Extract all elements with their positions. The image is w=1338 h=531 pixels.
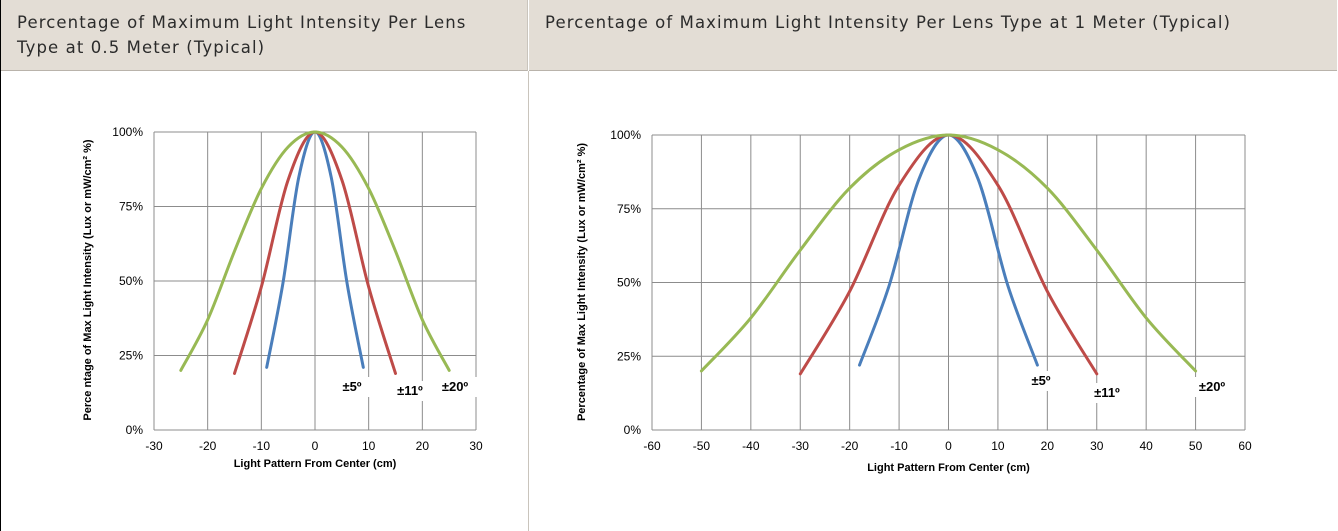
- x-tick-label: 30: [1090, 439, 1104, 453]
- y-tick-label: 50%: [119, 274, 143, 288]
- series-label: ±20º: [442, 379, 469, 394]
- series-label-bg: [1019, 371, 1063, 391]
- x-tick-label: 10: [362, 439, 376, 453]
- panel-header-right: Percentage of Maximum Light Intensity Pe…: [529, 0, 1337, 71]
- series-label: ±20º: [1199, 379, 1226, 394]
- series-label: ±11º: [1094, 385, 1120, 400]
- x-tick-label: -20: [199, 439, 217, 453]
- x-tick-label: -30: [792, 439, 810, 453]
- panel-title-left: Percentage of Maximum Light Intensity Pe…: [17, 13, 467, 57]
- x-tick-label: -10: [890, 439, 908, 453]
- series-label: ±11º: [397, 383, 423, 398]
- x-tick-label: 30: [469, 439, 483, 453]
- y-tick-label: 25%: [119, 349, 143, 363]
- panel-title-right: Percentage of Maximum Light Intensity Pe…: [545, 13, 1232, 32]
- series-line-2: [179, 130, 451, 372]
- x-tick-label: 60: [1238, 439, 1252, 453]
- y-tick-label: 0%: [624, 423, 642, 437]
- y-tick-label: 100%: [610, 128, 641, 142]
- y-tick-label: 75%: [119, 200, 143, 214]
- series-label-bg: [1190, 377, 1234, 397]
- x-tick-label: 0: [312, 439, 319, 453]
- x-tick-label: 0: [945, 439, 952, 453]
- y-tick-label: 75%: [617, 202, 641, 216]
- x-tick-label: 20: [1041, 439, 1055, 453]
- series-label-bg: [388, 381, 432, 401]
- chart-left: -30 -20 -10 0 10 20 30 0% 25% 50% 75% 100% Light Pat…: [82, 125, 483, 470]
- x-tick-label: -10: [253, 439, 271, 453]
- x-tick-label: -40: [742, 439, 760, 453]
- x-tick-label: -20: [841, 439, 859, 453]
- panel-header-left: Percentage of Maximum Light Intensity Pe…: [1, 0, 528, 71]
- series-label: ±5º: [1031, 373, 1050, 388]
- y-tick-label: 100%: [112, 125, 143, 139]
- x-tick-label: 10: [991, 439, 1005, 453]
- x-tick-label: -30: [145, 439, 163, 453]
- x-tick-label: 50: [1189, 439, 1203, 453]
- y-tick-label: 50%: [617, 276, 641, 290]
- series-label-bg: [433, 377, 477, 397]
- x-tick-label: 20: [416, 439, 430, 453]
- series-label-bg: [330, 377, 374, 397]
- y-axis-title: Percentage of Max Light Intensity (Lux o…: [576, 143, 588, 421]
- chart-right: -60 -50 -40 -30 -20 -10 0 10 20 30 40 50 60 0% 25% 50% 7…: [576, 128, 1252, 474]
- x-tick-label: -50: [693, 439, 711, 453]
- y-tick-label: 0%: [126, 423, 144, 437]
- series-line-2: [699, 133, 1198, 373]
- x-axis-title: Light Pattern From Center (cm): [867, 462, 1030, 474]
- x-axis-title: Light Pattern From Center (cm): [234, 458, 397, 470]
- x-tick-label: -60: [643, 439, 661, 453]
- x-tick-label: 40: [1139, 439, 1153, 453]
- y-tick-label: 25%: [617, 349, 641, 363]
- column-divider: [528, 71, 529, 531]
- series-label: ±5º: [342, 379, 361, 394]
- series-label-bg: [1085, 383, 1129, 403]
- y-axis-title: Perce ntage of Max Light Intensity (Lux …: [82, 139, 94, 420]
